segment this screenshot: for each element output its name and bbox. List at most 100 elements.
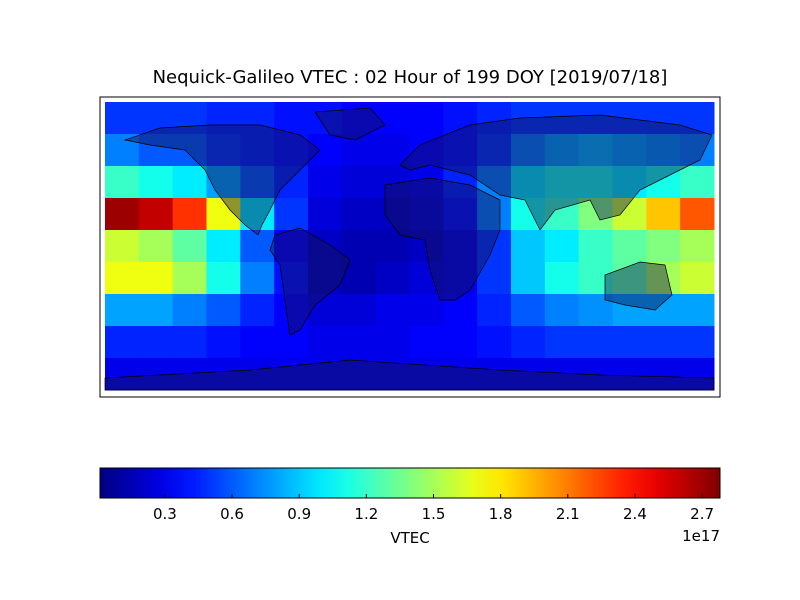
heat-cell xyxy=(646,326,681,359)
heat-cell xyxy=(612,102,647,135)
heat-cell xyxy=(105,134,140,167)
colorbar-tick-label: 2.7 xyxy=(690,505,714,523)
land xyxy=(384,177,501,301)
heat-cell xyxy=(544,262,580,295)
heat-cell xyxy=(105,358,140,391)
heat-cell xyxy=(646,230,681,263)
heat-cell xyxy=(443,262,478,295)
land xyxy=(399,114,713,231)
heat-cell xyxy=(646,166,681,199)
heat-cell xyxy=(409,102,444,135)
heat-cell xyxy=(477,134,512,167)
heat-cell xyxy=(511,230,546,263)
colorbar-tick-label: 0.3 xyxy=(153,505,177,523)
heat-cell xyxy=(240,262,275,295)
heat-cell xyxy=(612,358,647,391)
coastlines xyxy=(104,107,715,391)
heat-cell xyxy=(578,134,613,167)
heat-cell xyxy=(172,102,207,135)
heat-cell xyxy=(105,294,140,327)
heat-cell xyxy=(443,166,478,199)
heat-cell xyxy=(511,326,546,359)
heat-cell xyxy=(511,358,546,391)
heat-cell xyxy=(308,198,343,231)
heat-cell xyxy=(206,230,241,263)
colorbar-label: VTEC xyxy=(390,529,429,547)
heat-cell xyxy=(138,326,174,359)
heat-cell xyxy=(511,294,546,327)
colorbar-tick-label: 2.1 xyxy=(556,505,580,523)
heat-cell xyxy=(274,358,309,391)
heat-cell xyxy=(375,102,410,135)
heat-cell xyxy=(341,166,377,199)
land xyxy=(104,359,715,391)
heat-cell xyxy=(274,198,309,231)
heat-cell xyxy=(274,294,309,327)
heat-cell xyxy=(680,262,715,295)
heat-cell xyxy=(409,198,444,231)
heat-cell xyxy=(511,262,546,295)
heat-cell xyxy=(680,166,715,199)
heat-cell xyxy=(308,294,343,327)
heat-cell xyxy=(680,358,715,391)
heat-cell xyxy=(578,198,613,231)
heat-cell xyxy=(341,326,377,359)
land xyxy=(123,124,321,236)
heat-cell xyxy=(477,294,512,327)
heat-cell xyxy=(409,358,444,391)
heat-cell xyxy=(612,326,647,359)
heat-cell xyxy=(375,230,410,263)
heat-cell xyxy=(409,230,444,263)
heat-cell xyxy=(578,230,613,263)
heat-cell xyxy=(308,262,343,295)
heat-cell xyxy=(544,166,580,199)
heat-cell xyxy=(646,134,681,167)
heat-cell xyxy=(240,102,275,135)
heat-cell xyxy=(578,166,613,199)
heat-cell xyxy=(578,262,613,295)
colorbar-tick-label: 2.4 xyxy=(623,505,647,523)
heat-cell xyxy=(477,358,512,391)
heat-cell xyxy=(680,230,715,263)
heat-cell xyxy=(443,134,478,167)
heat-cell xyxy=(578,326,613,359)
heat-cell xyxy=(409,294,444,327)
heat-cell xyxy=(138,230,174,263)
heat-cell xyxy=(105,326,140,359)
heat-cell xyxy=(274,166,309,199)
heat-cell xyxy=(612,262,647,295)
land xyxy=(314,107,386,141)
colorbar-offset: 1e17 xyxy=(682,527,720,545)
heat-cell xyxy=(274,230,309,263)
heat-cell xyxy=(477,198,512,231)
heat-cell xyxy=(206,294,241,327)
map-frame xyxy=(99,96,721,398)
heat-cell xyxy=(138,166,174,199)
heat-cell xyxy=(544,294,580,327)
colorbar-ticks: 0.3 0.6 0.9 1.2 1.5 1.8 2.1 2.4 2.7 xyxy=(153,494,714,523)
heat-cell xyxy=(646,198,681,231)
heat-cell xyxy=(274,326,309,359)
heat-cell xyxy=(375,326,410,359)
heat-cell xyxy=(172,326,207,359)
heat-cell xyxy=(105,102,140,135)
heat-cell xyxy=(206,166,241,199)
land xyxy=(604,261,673,311)
heat-cell xyxy=(409,326,444,359)
heat-cell xyxy=(274,134,309,167)
heat-cell xyxy=(274,102,309,135)
heat-cell xyxy=(578,294,613,327)
heat-cell xyxy=(409,166,444,199)
heat-cell xyxy=(105,198,140,231)
heat-cell xyxy=(341,358,377,391)
heat-cell xyxy=(646,262,681,295)
colorbar-tick-label: 1.5 xyxy=(422,505,446,523)
heat-cell xyxy=(680,198,715,231)
heat-cell xyxy=(443,198,478,231)
heat-cell xyxy=(172,198,207,231)
heat-cell xyxy=(680,326,715,359)
heat-cell xyxy=(172,230,207,263)
heat-cell xyxy=(105,262,140,295)
heat-cell xyxy=(680,102,715,135)
